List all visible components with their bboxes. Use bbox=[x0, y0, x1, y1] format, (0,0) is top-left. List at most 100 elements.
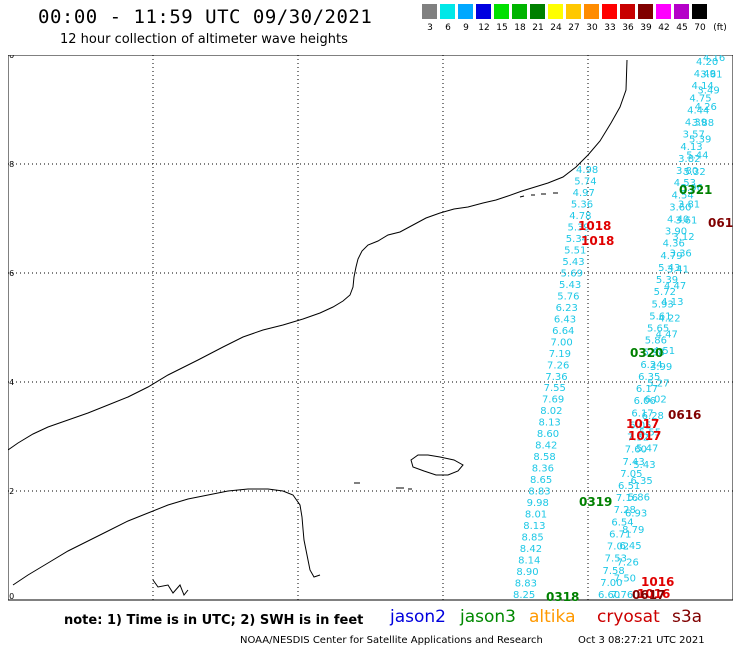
wave-height-label: 8.02 bbox=[540, 406, 562, 417]
wave-height-label: 4.51 bbox=[653, 346, 675, 357]
wave-height-label: 8.65 bbox=[530, 475, 552, 486]
wave-height-label: 5.39 bbox=[689, 134, 711, 145]
wave-height-label: 4.26 bbox=[695, 102, 717, 113]
wave-height-label: 6.35 bbox=[638, 372, 660, 383]
satellite-key-jason2: jason2 bbox=[390, 607, 446, 627]
wave-height-label: 7.60 bbox=[625, 445, 647, 456]
wave-height-label: 6.17 bbox=[631, 408, 653, 419]
satellite-key-s3a: s3a bbox=[672, 607, 703, 627]
wave-height-label: 7.55 bbox=[544, 383, 566, 394]
jason3-pass-label: 0318 bbox=[546, 590, 579, 604]
wave-height-label: 8.60 bbox=[537, 429, 559, 440]
legend-swatch bbox=[638, 4, 653, 19]
wave-height-label: 5.47 bbox=[636, 444, 658, 455]
wave-height-label: 3.82 bbox=[678, 154, 700, 165]
satellite-key-jason3: jason3 bbox=[460, 607, 516, 627]
legend-swatch bbox=[530, 4, 545, 19]
wave-height-label: 5.55 bbox=[639, 427, 661, 438]
wave-height-label: 3.49 bbox=[697, 86, 719, 97]
wave-height-label: 4.39 bbox=[685, 118, 707, 129]
legend-label: 15 bbox=[496, 23, 508, 33]
legend-label: 36 bbox=[622, 23, 634, 33]
wave-height-label: 6.06 bbox=[634, 396, 656, 407]
lon-tick-label: 54 bbox=[439, 604, 449, 605]
wave-height-label: 5.39 bbox=[567, 222, 589, 233]
wave-height-label: 5.93 bbox=[651, 299, 673, 310]
s3a-pass-label: 0617 bbox=[632, 588, 665, 602]
lon-tick-label: 51 bbox=[294, 604, 304, 605]
wave-height-label: 7.36 bbox=[545, 372, 567, 383]
wave-height-label: 4.75 bbox=[689, 93, 711, 104]
lon-tick-label: 57 bbox=[584, 604, 594, 605]
wave-height-label: 8.13 bbox=[523, 521, 545, 532]
wave-height-label: 6.54 bbox=[611, 517, 633, 528]
wave-height-label: 4.14 bbox=[692, 81, 714, 92]
wave-height-label: 5.44 bbox=[686, 151, 708, 162]
legend-label: 27 bbox=[568, 23, 580, 33]
wave-height-label: 7.53 bbox=[605, 554, 627, 565]
jason3-pass-label: 0321 bbox=[679, 183, 712, 197]
wave-height-label: 4.49 bbox=[694, 69, 716, 80]
wave-height-label: 7.05 bbox=[620, 469, 642, 480]
wave-height-label: 3.99 bbox=[650, 362, 672, 373]
legend-swatch bbox=[494, 4, 509, 19]
legend-swatch bbox=[476, 4, 491, 19]
page-title: 00:00 - 11:59 UTC 09/30/2021 bbox=[38, 6, 373, 28]
wave-height-label: 6.51 bbox=[618, 481, 640, 492]
legend-label: 42 bbox=[658, 23, 670, 33]
lat-tick-label: 14 bbox=[8, 378, 14, 387]
wave-height-label: 5.39 bbox=[656, 275, 678, 286]
cryosat-pass-label: 1017 bbox=[626, 417, 659, 431]
wave-height-label: 6.05 bbox=[629, 420, 651, 431]
units-note: note: 1) Time is in UTC; 2) SWH is in fe… bbox=[64, 613, 364, 628]
wave-height-label: 7.00 bbox=[550, 337, 572, 348]
legend-label: 70 bbox=[694, 23, 706, 33]
legend-swatch bbox=[458, 4, 473, 19]
legend-swatch bbox=[656, 4, 671, 19]
wave-height-label: 3.36 bbox=[670, 248, 692, 259]
wave-height-label: 4.20 bbox=[696, 57, 718, 68]
wave-height-label: 6.93 bbox=[625, 509, 647, 520]
wave-height-label: 3.61 bbox=[700, 69, 722, 80]
wave-height-label: 6.43 bbox=[554, 314, 576, 325]
wave-height-label: 6.17 bbox=[636, 384, 658, 395]
wave-height-label: 5.43 bbox=[633, 460, 655, 471]
wave-height-label: 7.50 bbox=[614, 574, 636, 585]
wave-height-label: 6.45 bbox=[619, 541, 641, 552]
wave-height-label: 4.36 bbox=[663, 239, 685, 250]
wave-height-label: 6.24 bbox=[640, 360, 662, 371]
legend-label: 12 bbox=[478, 23, 490, 33]
wave-height-label: 4.22 bbox=[658, 313, 680, 324]
legend-swatch bbox=[566, 4, 581, 19]
altimeter-tracks: 8.258.838.908.148.428.858.138.019.988.83… bbox=[513, 55, 733, 604]
wave-height-label: 8.58 bbox=[533, 452, 555, 463]
arabian-coast bbox=[8, 59, 628, 451]
legend-label: 39 bbox=[640, 23, 652, 33]
wave-height-label: 6.60 bbox=[598, 590, 620, 601]
wave-height-label: 5.98 bbox=[643, 348, 665, 359]
wave-height-label: 5.43 bbox=[559, 280, 581, 291]
legend-label: 24 bbox=[550, 23, 562, 33]
wave-height-label: 6.35 bbox=[631, 476, 653, 487]
wave-height-label: 5.72 bbox=[654, 287, 676, 298]
wave-height-label: 7.26 bbox=[617, 557, 639, 568]
wave-height-label: 7.43 bbox=[623, 457, 645, 468]
wave-height-label: 8.79 bbox=[622, 525, 644, 536]
wave-height-label: 5.43 bbox=[658, 263, 680, 274]
wave-height-label: 5.61 bbox=[649, 311, 671, 322]
wave-height-label: 5.86 bbox=[645, 336, 667, 347]
wave-height-label: 4.40 bbox=[667, 214, 689, 225]
legend-label: 18 bbox=[514, 23, 526, 33]
wave-height-label: 3.60 bbox=[669, 202, 691, 213]
legend-swatch bbox=[440, 4, 455, 19]
wave-height-label: 5.32 bbox=[683, 167, 705, 178]
wave-height-label: 7.69 bbox=[542, 395, 564, 406]
wave-height-label: 7.26 bbox=[547, 360, 569, 371]
cryosat-pass-label: 1018 bbox=[581, 234, 614, 248]
wave-height-label: 5.43 bbox=[562, 257, 584, 268]
legend-swatch bbox=[422, 4, 437, 19]
wave-height-label: 3.12 bbox=[672, 232, 694, 243]
wave-height-label: 3.80 bbox=[676, 166, 698, 177]
legend-swatch bbox=[602, 4, 617, 19]
wave-height-label: 8.83 bbox=[515, 579, 537, 590]
